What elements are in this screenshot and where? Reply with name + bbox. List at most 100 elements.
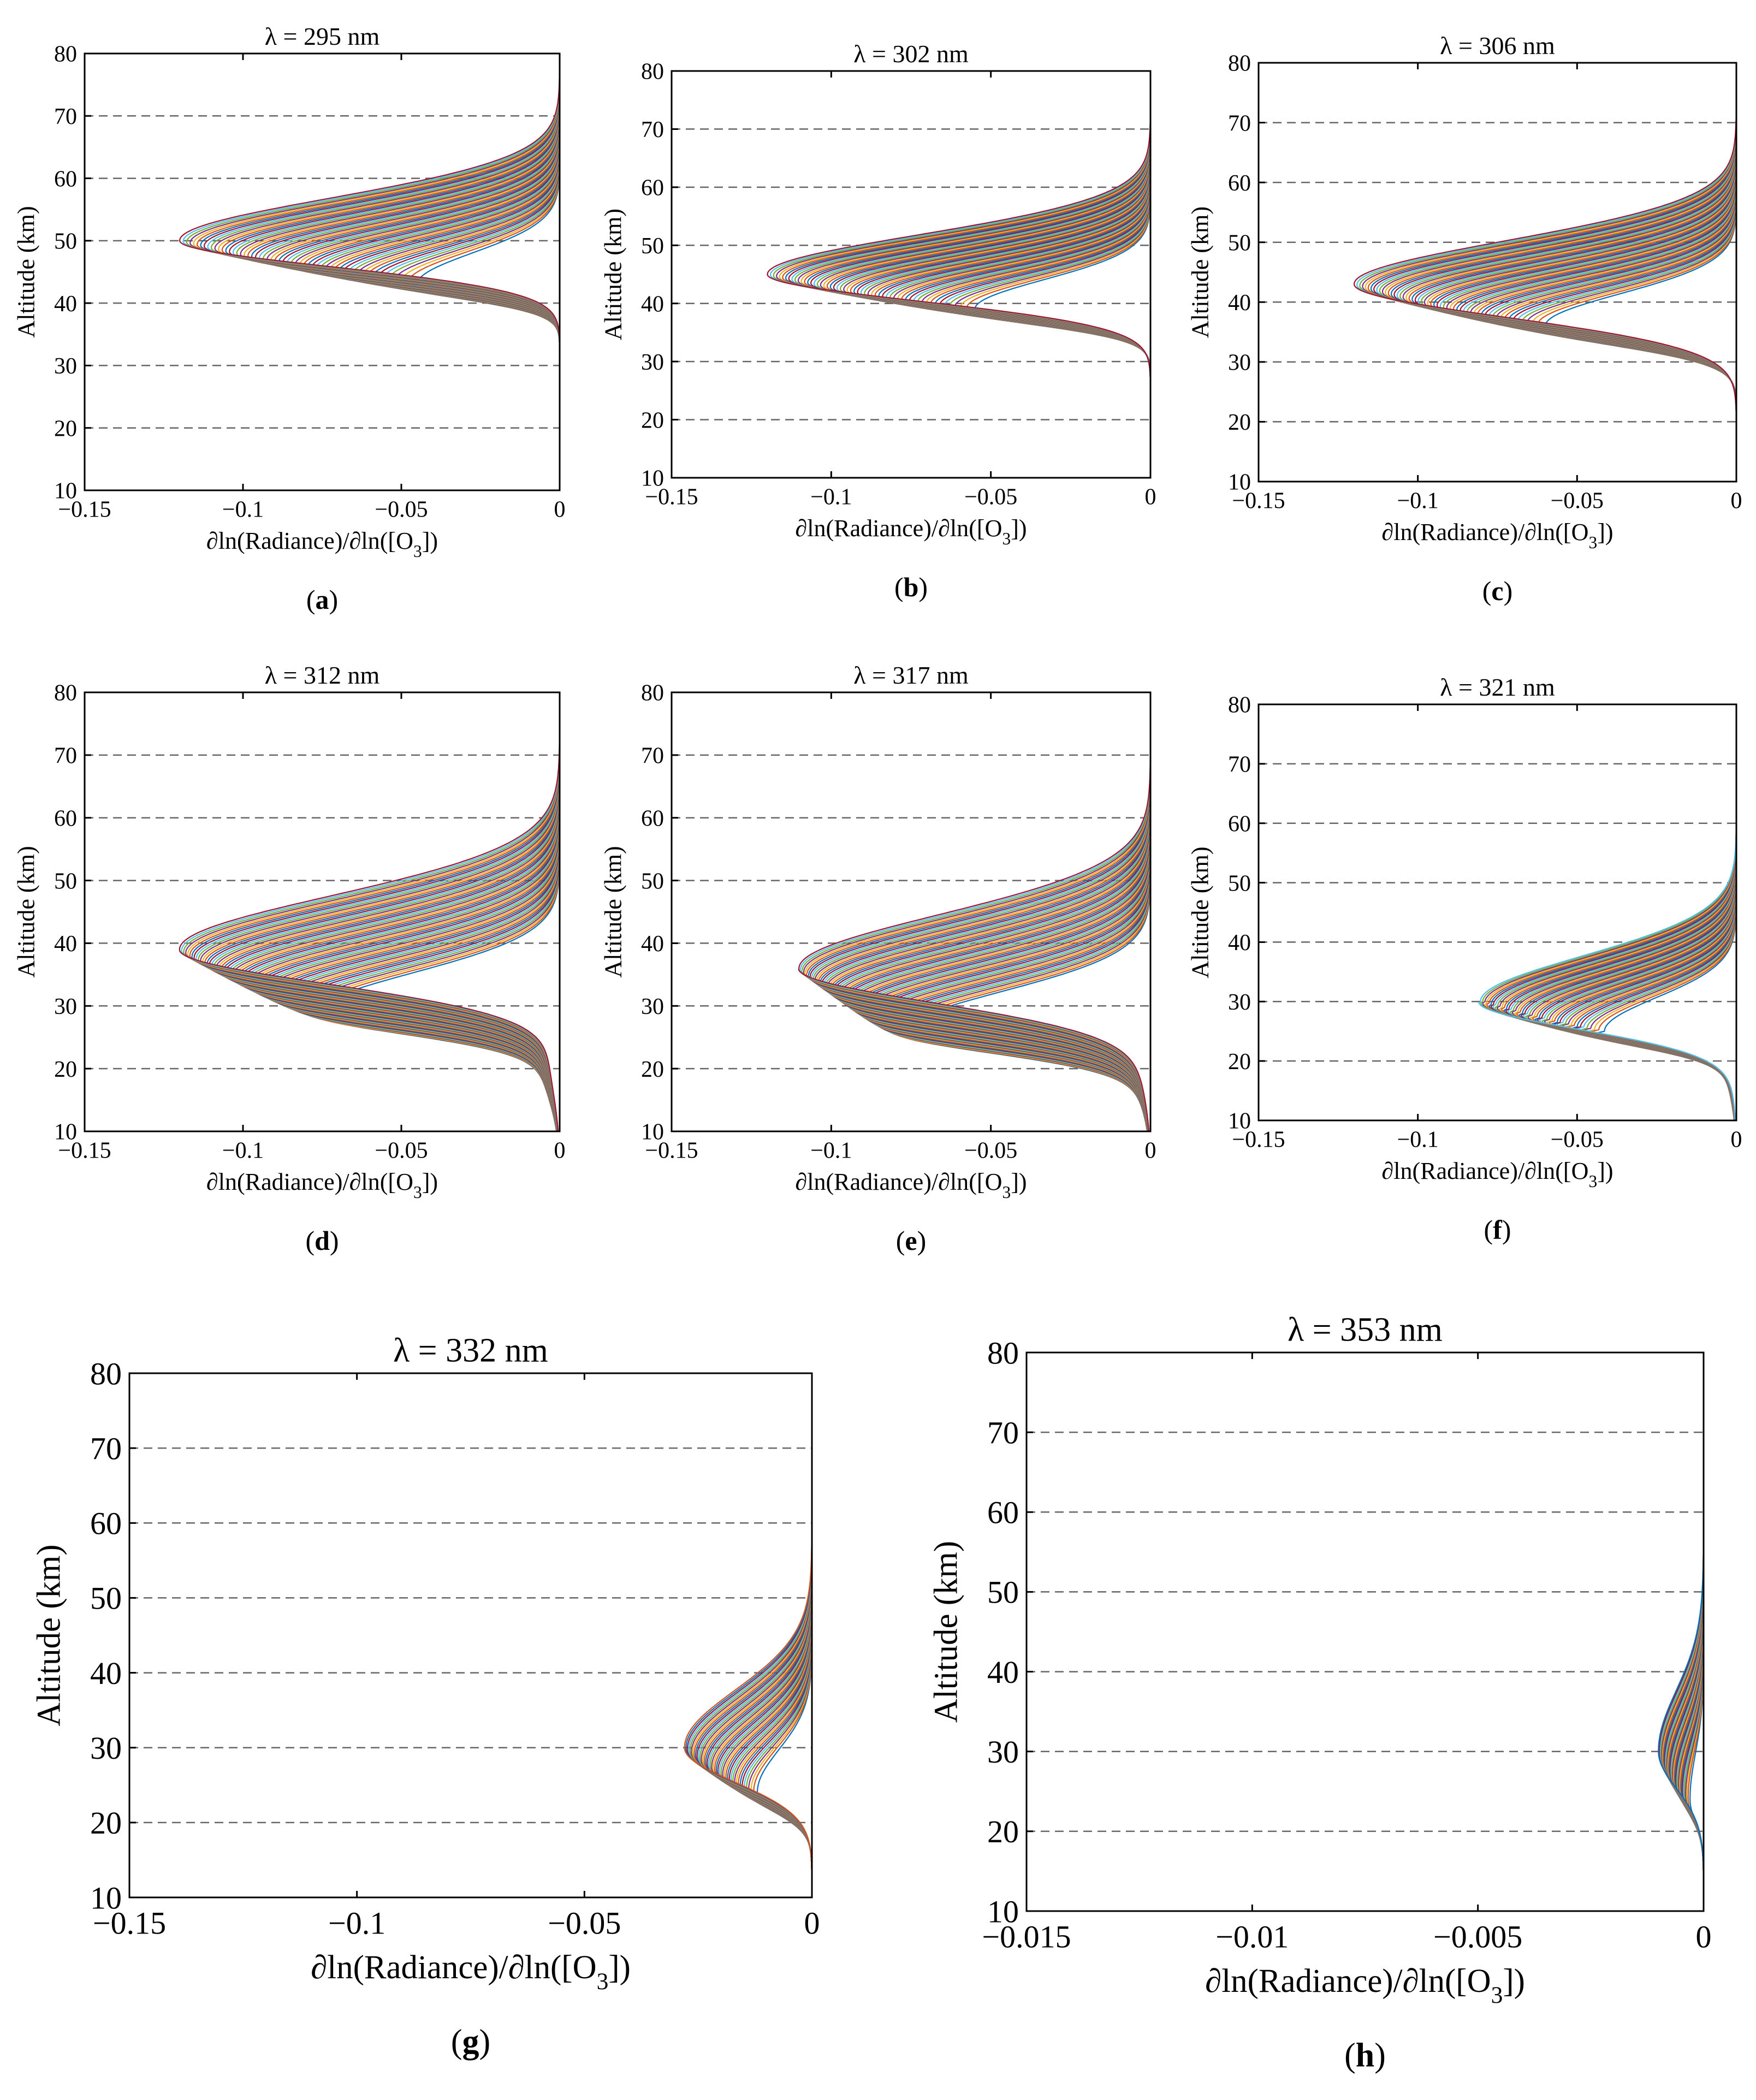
y-axis-label: Altitude (km) [600, 209, 627, 340]
y-tick-label: 70 [1228, 752, 1251, 778]
y-tick-label: 30 [987, 1734, 1019, 1770]
panel-d: 10 20 30 40 50 60 70 80 −0.15 −0.1 −0.05 0 λ = 312 n… [13, 661, 566, 1256]
axes-box [671, 691, 1152, 1132]
x-axis-label: ∂ln(Radiance)/∂ln([O3]) [206, 1168, 438, 1202]
chart-title: λ = 306 nm [1440, 32, 1555, 60]
y-tick-label: 50 [641, 234, 664, 259]
y-tick-label: 80 [641, 681, 664, 706]
axes-box [671, 70, 1152, 479]
y-tick-label: 40 [987, 1654, 1019, 1690]
chart-title: λ = 317 nm [853, 661, 969, 689]
chart-title: λ = 312 nm [265, 661, 380, 689]
x-tick-label: 0 [1145, 1138, 1156, 1163]
y-axis-label: Altitude (km) [928, 1541, 964, 1723]
panel-c: 10 20 30 40 50 60 70 80 −0.15 −0.1 −0.05 0 λ = 306 n… [1187, 32, 1742, 606]
y-tick-label: 60 [987, 1495, 1019, 1530]
y-tick-label: 20 [54, 416, 77, 441]
y-tick-label: 70 [90, 1431, 122, 1466]
y-tick-label: 80 [90, 1356, 122, 1391]
y-tick-label: 70 [54, 104, 77, 129]
y-tick-label: 70 [641, 117, 664, 143]
x-tick-label: 0 [1145, 484, 1156, 509]
panel-b: 10 20 30 40 50 60 70 80 −0.15 −0.1 −0.05 0 λ = 302 n… [600, 40, 1156, 602]
y-tick-label: 30 [641, 350, 664, 375]
y-tick-label: 10 [641, 466, 664, 491]
series-line [798, 717, 1152, 1132]
y-tick-label: 60 [1228, 171, 1251, 196]
chart-title: λ = 321 nm [1440, 673, 1555, 701]
series-line [785, 94, 1152, 478]
y-tick-label: 30 [1228, 990, 1251, 1015]
panel-label: (b) [894, 572, 928, 602]
x-tick-label: −0.15 [93, 1906, 166, 1941]
series-line [1373, 86, 1737, 482]
panel-a: 10 20 30 40 50 60 70 80 −0.15 −0.1 −0.05 0 λ = 295 n… [13, 22, 566, 615]
x-tick-label: −0.15 [58, 1138, 111, 1163]
y-tick-label: 70 [641, 744, 664, 769]
x-tick-label: 0 [554, 497, 566, 522]
y-tick-label: 20 [90, 1805, 122, 1841]
y-tick-label: 60 [1228, 811, 1251, 837]
axes-box [128, 1372, 813, 1899]
panel-label: (g) [451, 2023, 490, 2060]
y-axis-label: Altitude (km) [13, 206, 40, 337]
panel-label: (c) [1482, 576, 1513, 606]
x-tick-label: −0.05 [1551, 1127, 1604, 1152]
x-tick-label: −0.05 [375, 1138, 428, 1163]
y-tick-label: 60 [90, 1506, 122, 1541]
y-tick-label: 50 [54, 869, 77, 894]
y-tick-label: 10 [641, 1120, 664, 1145]
axes-box [1257, 62, 1737, 483]
curve-group [1658, 1384, 1705, 1911]
x-tick-label: −0.15 [1232, 1127, 1285, 1152]
axes-box [1257, 703, 1737, 1122]
x-tick-label: −0.1 [1397, 1127, 1439, 1152]
y-tick-label: 20 [54, 1057, 77, 1082]
y-tick-label: 40 [90, 1656, 122, 1691]
panel-label: (e) [896, 1225, 927, 1256]
x-tick-label: −0.1 [222, 1138, 264, 1163]
curve-group [684, 1403, 813, 1897]
x-tick-label: −0.05 [548, 1906, 621, 1941]
x-tick-label: 0 [1731, 488, 1742, 513]
y-tick-label: 50 [1228, 230, 1251, 256]
x-tick-label: −0.1 [1397, 488, 1439, 513]
x-tick-label: 0 [1696, 1919, 1712, 1955]
axes-box [84, 691, 561, 1132]
y-tick-label: 20 [641, 408, 664, 433]
y-tick-label: 80 [641, 60, 664, 85]
axes-box [84, 52, 561, 491]
y-axis-label: Altitude (km) [31, 1544, 67, 1726]
series-line [179, 717, 560, 1132]
x-axis-label: ∂ln(Radiance)/∂ln([O3]) [1381, 1158, 1613, 1191]
y-tick-label: 80 [1228, 693, 1251, 718]
axes-box [1025, 1351, 1705, 1912]
y-tick-label: 40 [54, 932, 77, 957]
panel-g: 10 20 30 40 50 60 70 80 −0.15 −0.1 −0.05 0 λ = 332 n… [31, 1332, 820, 2060]
x-tick-label: −0.05 [375, 497, 428, 522]
y-tick-label: 50 [1228, 871, 1251, 896]
y-tick-label: 60 [54, 806, 77, 831]
y-tick-label: 20 [641, 1057, 664, 1082]
x-tick-label: 0 [804, 1906, 820, 1941]
y-tick-label: 30 [54, 994, 77, 1019]
y-tick-label: 40 [1228, 930, 1251, 956]
x-axis-label: ∂ln(Radiance)/∂ln([O3]) [206, 527, 438, 561]
y-tick-label: 80 [987, 1335, 1019, 1371]
y-tick-label: 20 [987, 1814, 1019, 1849]
x-tick-label: −0.15 [58, 497, 111, 522]
panel-h: 10 20 30 40 50 60 70 80 −0.015 −0.01 −0.005 0 λ = 35… [928, 1311, 1711, 2074]
x-axis-label: ∂ln(Radiance)/∂ln([O3]) [795, 1168, 1027, 1202]
y-tick-label: 10 [1228, 470, 1251, 495]
y-tick-label: 80 [54, 42, 77, 67]
y-tick-label: 30 [54, 354, 77, 379]
x-tick-label: −0.1 [810, 1138, 852, 1163]
y-tick-label: 50 [641, 869, 664, 894]
panel-label: (d) [305, 1225, 339, 1256]
y-tick-label: 10 [54, 1120, 77, 1145]
y-tick-label: 30 [1228, 351, 1251, 376]
y-tick-label: 70 [987, 1415, 1019, 1450]
x-tick-label: −0.15 [645, 1138, 698, 1163]
y-tick-label: 10 [54, 479, 77, 504]
